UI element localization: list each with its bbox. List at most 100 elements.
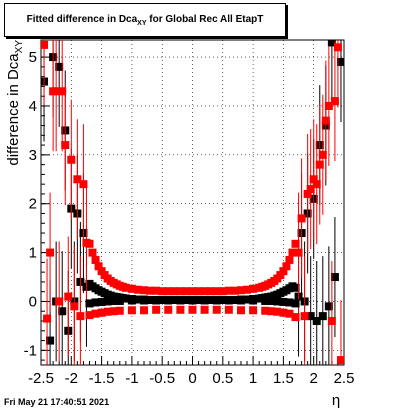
data-point	[200, 305, 209, 314]
data-point	[133, 285, 142, 294]
chart-title-box: Fitted difference in DcaXY for Global Re…	[4, 3, 286, 37]
data-point	[224, 286, 233, 295]
x-tick-label: -2.5	[28, 370, 54, 387]
x-tick-label: 2.5	[334, 370, 355, 387]
x-axis-label: η	[332, 392, 340, 409]
data-point	[158, 287, 167, 296]
x-tick-label: 2	[310, 370, 318, 387]
data-point	[55, 297, 64, 306]
data-point	[212, 305, 221, 314]
data-point	[79, 180, 88, 189]
data-point	[115, 306, 124, 315]
data-point	[279, 308, 288, 317]
data-point	[306, 312, 315, 321]
y-axis-label-subscript: XY	[14, 40, 25, 54]
data-point	[224, 296, 233, 305]
data-point	[236, 306, 245, 315]
data-point	[46, 248, 55, 257]
data-point	[330, 273, 339, 282]
data-point	[282, 262, 291, 271]
data-point	[152, 305, 161, 314]
data-point	[70, 302, 79, 311]
data-point	[243, 285, 252, 294]
data-point	[152, 286, 161, 295]
data-point	[164, 305, 173, 314]
data-point	[327, 317, 336, 326]
data-point	[294, 248, 303, 257]
data-point	[230, 286, 239, 295]
data-point	[164, 287, 173, 296]
data-point	[85, 299, 94, 308]
x-tick-label: -1.5	[89, 370, 115, 387]
data-point	[285, 298, 294, 307]
data-point	[91, 309, 100, 318]
y-tick-label: 2	[29, 196, 37, 213]
data-point	[336, 57, 344, 66]
x-tick-label: -0.5	[149, 370, 175, 387]
data-point	[64, 292, 73, 301]
data-point	[176, 305, 185, 314]
data-point	[236, 296, 245, 305]
data-point	[300, 312, 309, 321]
data-point	[333, 43, 342, 52]
y-tick-label: -1	[24, 342, 37, 359]
chart-title: Fitted difference in DcaXY for Global Re…	[27, 14, 264, 27]
data-point	[200, 287, 209, 296]
data-point	[318, 150, 327, 159]
data-point	[206, 287, 215, 296]
data-point	[285, 255, 294, 264]
data-point	[127, 296, 136, 305]
data-point	[41, 40, 49, 49]
data-point	[58, 307, 67, 316]
data-point	[236, 286, 245, 295]
data-point	[46, 336, 55, 345]
data-point	[121, 294, 130, 303]
data-point	[291, 283, 300, 292]
data-point	[188, 287, 197, 296]
data-point	[146, 286, 155, 295]
data-point	[291, 299, 300, 308]
data-point	[249, 296, 258, 305]
y-tick-label: 1	[29, 245, 37, 262]
data-point	[188, 305, 197, 314]
data-point	[261, 296, 270, 305]
y-axis-label: difference in DcaXY	[5, 40, 25, 166]
data-point	[133, 295, 142, 304]
data-point	[309, 175, 318, 184]
data-point	[312, 180, 321, 189]
data-point	[170, 296, 179, 304]
data-point	[103, 297, 112, 306]
chart-title-suffix: for Global Rec All EtapT	[146, 13, 264, 25]
data-point	[267, 307, 276, 316]
data-point	[200, 296, 209, 305]
data-point	[176, 296, 185, 305]
data-point	[88, 248, 97, 257]
data-point	[285, 309, 294, 318]
data-point	[267, 296, 276, 305]
data-point	[58, 87, 67, 96]
data-point	[109, 296, 118, 305]
x-tick-label: 0.5	[212, 370, 233, 387]
data-point	[279, 297, 288, 306]
y-tick-label: 3	[29, 147, 37, 164]
data-point	[127, 306, 136, 315]
chart-title-subscript: XY	[137, 19, 147, 27]
data-point	[230, 296, 239, 304]
chart-title-prefix: Fitted difference in Dca	[26, 13, 138, 25]
data-point	[297, 214, 306, 223]
data-point	[182, 287, 191, 296]
data-point	[109, 307, 118, 316]
data-point	[312, 317, 321, 326]
data-point	[85, 311, 94, 320]
data-point	[97, 308, 106, 317]
data-point	[336, 356, 344, 365]
data-point	[324, 101, 333, 110]
data-point	[273, 307, 282, 316]
data-point	[176, 287, 185, 296]
data-point	[91, 298, 100, 307]
data-point	[52, 87, 61, 96]
y-tick-label: 0	[29, 293, 37, 310]
data-point	[61, 141, 70, 150]
y-tick-label: 4	[29, 98, 37, 115]
